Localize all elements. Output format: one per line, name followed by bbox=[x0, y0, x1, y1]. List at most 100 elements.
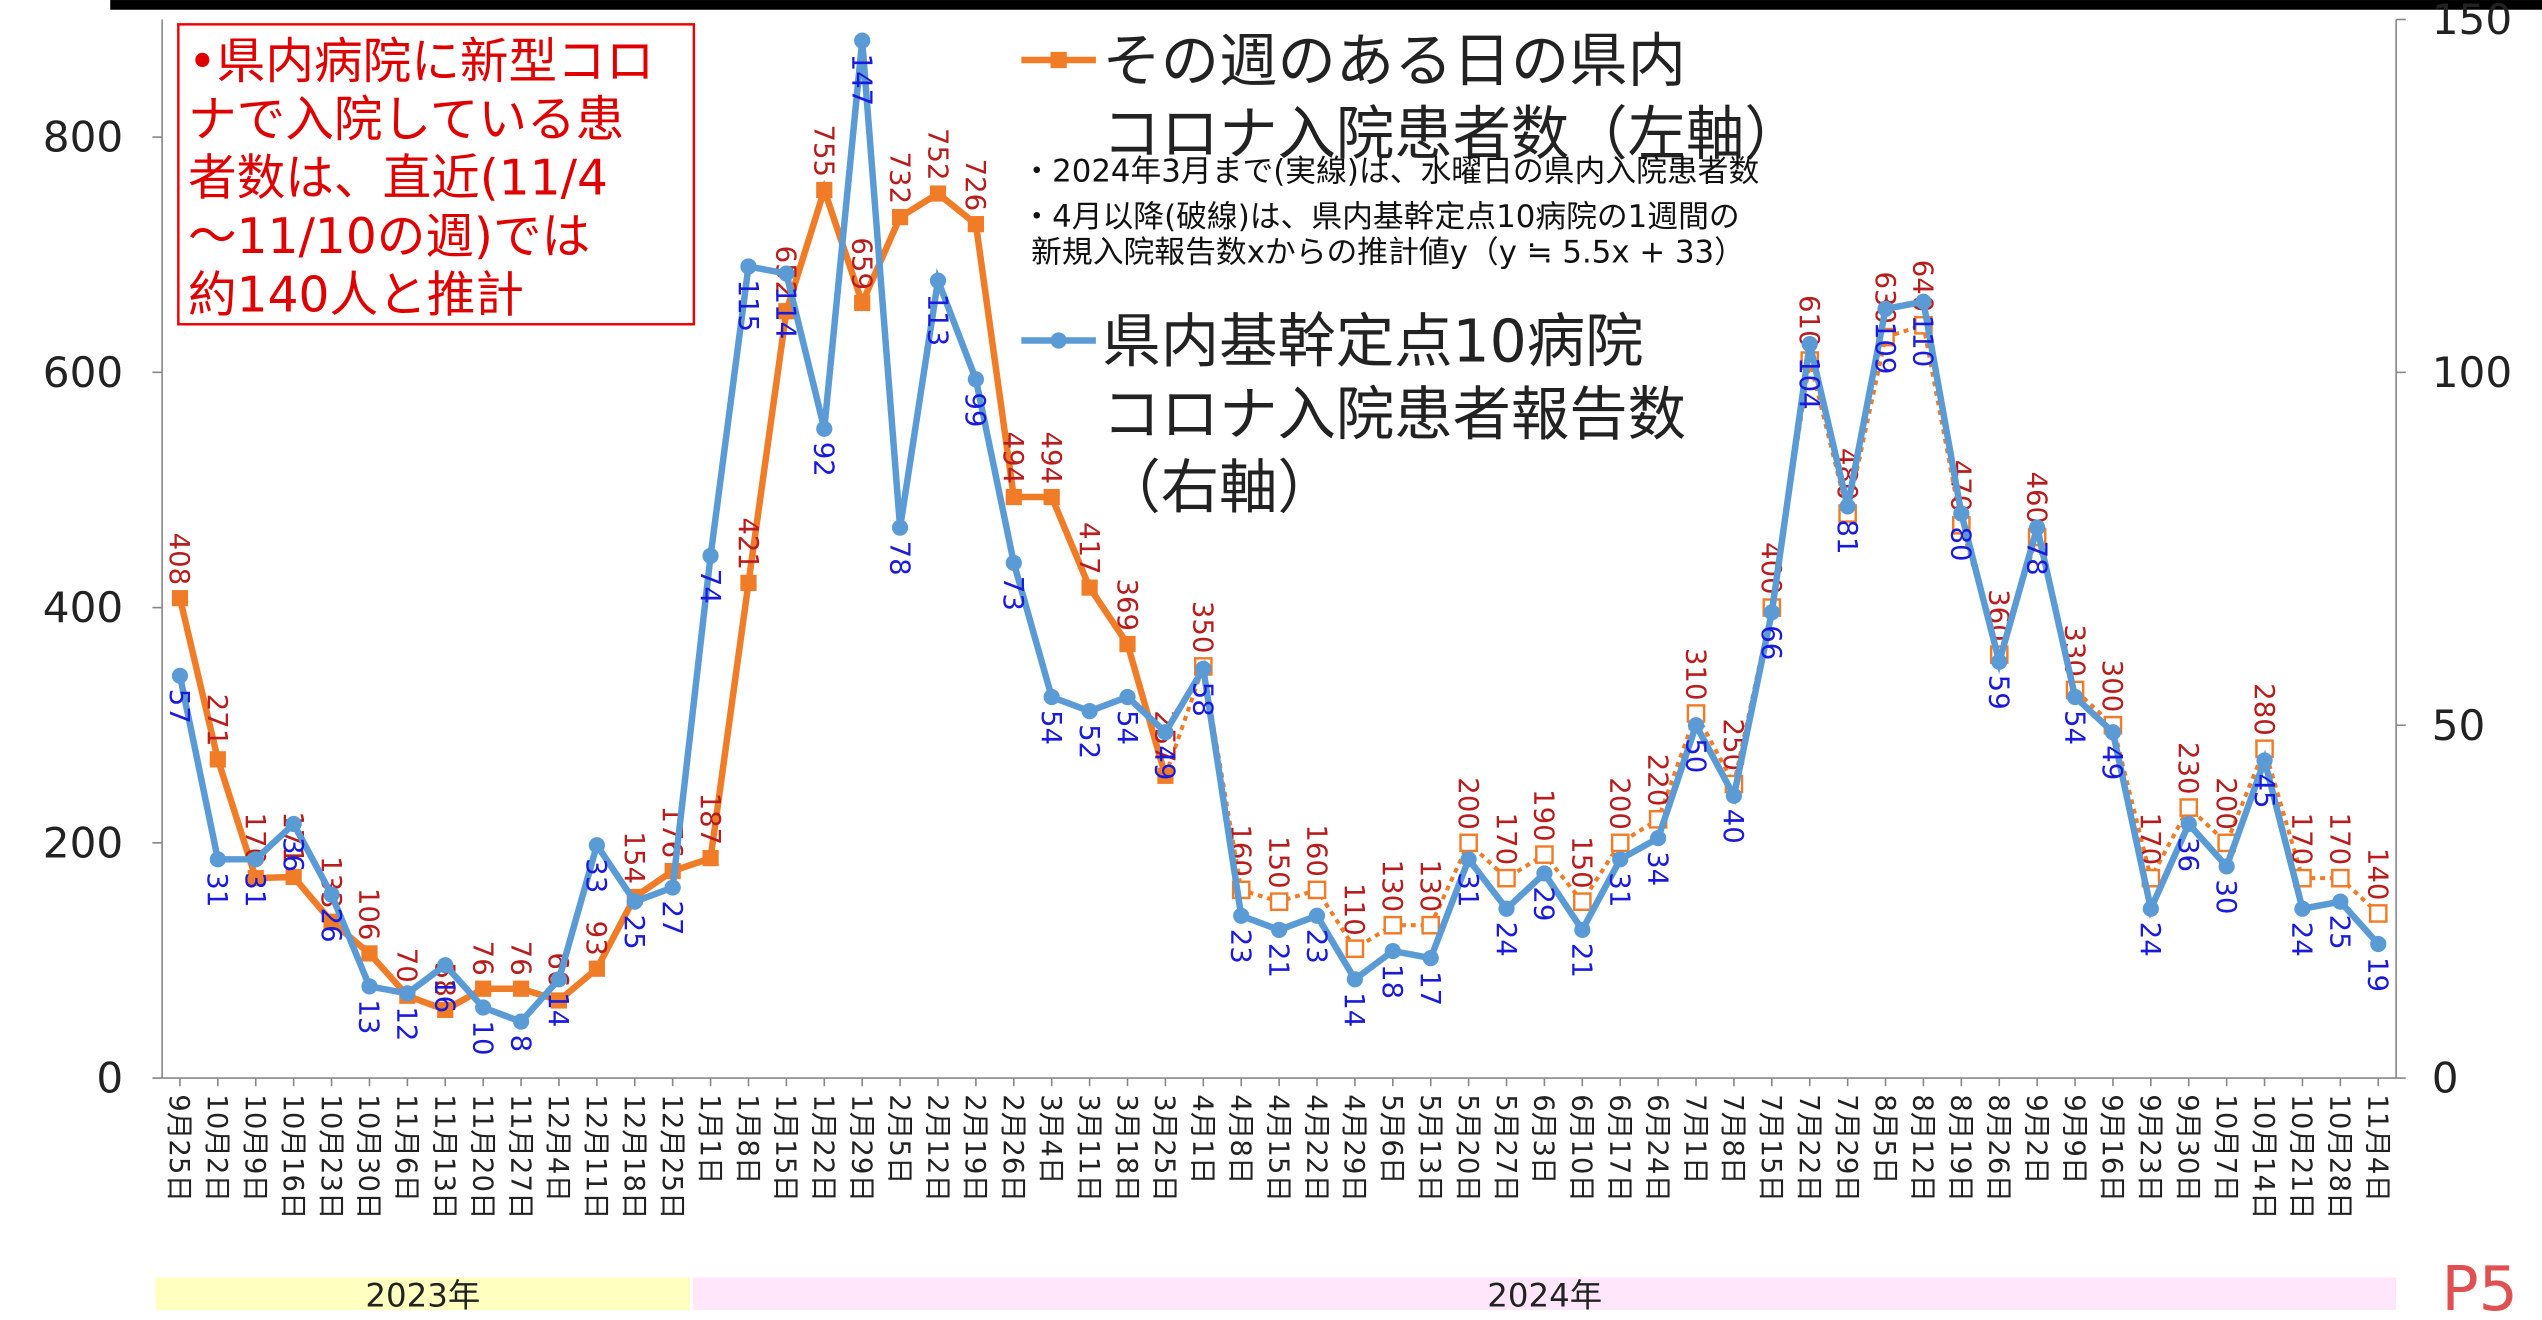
value-label: 78 bbox=[2020, 541, 2052, 576]
x-tick-label: 7月29日 bbox=[1831, 1094, 1863, 1202]
marker bbox=[247, 851, 264, 868]
marker bbox=[2370, 935, 2387, 953]
value-label: 752 bbox=[921, 128, 953, 181]
value-label: 494 bbox=[1035, 431, 1067, 484]
note-text: ・4月以降(破線)は、県内基幹定点10病院の1週間の 新規入院報告数xからの推計… bbox=[1021, 199, 1745, 271]
marker bbox=[2294, 900, 2311, 917]
value-label: 140 bbox=[2362, 848, 2394, 901]
marker bbox=[626, 893, 643, 910]
x-tick-label: 9月2日 bbox=[2020, 1094, 2052, 1184]
x-tick-label: 8月5日 bbox=[1869, 1094, 1901, 1184]
value-label: 74 bbox=[694, 569, 726, 604]
x-tick-label: 6月17日 bbox=[1603, 1094, 1635, 1202]
value-label: 421 bbox=[732, 517, 764, 570]
x-tick-label: 5月13日 bbox=[1414, 1094, 1446, 1202]
value-label: 59 bbox=[1983, 675, 2015, 710]
y-tick-label: 800 bbox=[43, 113, 123, 162]
marker bbox=[891, 519, 909, 536]
x-tick-label: 6月10日 bbox=[1566, 1094, 1598, 1202]
value-label: 54 bbox=[1111, 710, 1143, 745]
x-tick-label: 2月12日 bbox=[921, 1094, 953, 1202]
value-label: 114 bbox=[770, 287, 802, 340]
marker bbox=[1157, 724, 1174, 741]
x-tick-label: 9月9日 bbox=[2058, 1094, 2090, 1184]
marker bbox=[1991, 653, 2008, 670]
value-label: 92 bbox=[808, 442, 840, 477]
marker bbox=[437, 1001, 454, 1018]
value-label: 200 bbox=[1452, 777, 1484, 830]
marker bbox=[2179, 798, 2199, 817]
value-label: 417 bbox=[1073, 522, 1105, 575]
marker bbox=[550, 971, 568, 988]
marker bbox=[399, 985, 416, 1002]
x-tick-label: 10月16日 bbox=[277, 1094, 309, 1219]
marker bbox=[2256, 752, 2273, 769]
value-label: 300 bbox=[2096, 660, 2128, 713]
marker bbox=[702, 547, 719, 564]
marker bbox=[1269, 892, 1289, 911]
value-label: 16 bbox=[429, 978, 461, 1013]
marker bbox=[929, 272, 947, 289]
marker bbox=[1953, 505, 1970, 522]
marker bbox=[1119, 635, 1136, 653]
marker bbox=[1498, 900, 1515, 917]
marker bbox=[778, 265, 795, 282]
value-label: 13 bbox=[353, 999, 385, 1034]
value-label: 34 bbox=[1641, 851, 1673, 886]
x-tick-label: 10月23日 bbox=[315, 1094, 347, 1219]
x-tick-label: 4月8日 bbox=[1224, 1094, 1256, 1184]
marker bbox=[247, 870, 264, 887]
value-label: 70 bbox=[391, 948, 423, 983]
value-label: 27 bbox=[656, 901, 688, 936]
marker bbox=[475, 999, 492, 1016]
x-tick-label: 3月25日 bbox=[1149, 1094, 1181, 1202]
marker bbox=[323, 886, 340, 903]
value-label: 220 bbox=[1641, 754, 1673, 807]
marker bbox=[1877, 300, 1894, 317]
marker bbox=[1346, 971, 1364, 988]
marker bbox=[475, 980, 492, 997]
marker bbox=[1233, 907, 1250, 924]
value-label: 170 bbox=[2324, 813, 2356, 866]
marker bbox=[816, 420, 833, 437]
value-label: 14 bbox=[1338, 992, 1370, 1027]
legend-marker bbox=[1050, 332, 1067, 349]
value-label: 57 bbox=[163, 689, 195, 724]
marker bbox=[1043, 488, 1060, 506]
value-label: 31 bbox=[1603, 872, 1635, 907]
x-tick-label: 12月4日 bbox=[542, 1094, 574, 1202]
x-tick-label: 8月12日 bbox=[1907, 1094, 1939, 1202]
x-tick-label: 1月29日 bbox=[845, 1094, 877, 1202]
year-label: 2023年 bbox=[365, 1277, 480, 1315]
y2-tick-label: 50 bbox=[2432, 701, 2486, 750]
marker bbox=[1345, 939, 1365, 959]
x-tick-label: 5月20日 bbox=[1452, 1094, 1484, 1202]
value-label: 10 bbox=[466, 1020, 498, 1055]
marker bbox=[1536, 865, 1553, 882]
x-tick-label: 5月6日 bbox=[1376, 1094, 1408, 1184]
x-tick-label: 8月26日 bbox=[1983, 1094, 2015, 1202]
value-label: 200 bbox=[2210, 777, 2242, 830]
value-label: 58 bbox=[1187, 682, 1219, 717]
marker bbox=[512, 1013, 530, 1030]
marker bbox=[1195, 660, 1212, 677]
value-label: 350 bbox=[1187, 601, 1219, 654]
year-band bbox=[155, 1277, 691, 1310]
value-label: 24 bbox=[1490, 922, 1522, 957]
value-label: 36 bbox=[2172, 837, 2204, 872]
marker bbox=[1005, 488, 1022, 506]
marker bbox=[1612, 851, 1629, 868]
value-label: 755 bbox=[808, 124, 840, 177]
marker bbox=[1308, 907, 1326, 924]
marker bbox=[1043, 688, 1060, 706]
y2-tick-label: 0 bbox=[2432, 1054, 2459, 1103]
value-label: 369 bbox=[1111, 579, 1143, 632]
value-label: 99 bbox=[959, 392, 991, 427]
x-tick-label: 9月30日 bbox=[2172, 1094, 2204, 1202]
value-label: 14 bbox=[542, 992, 574, 1027]
x-tick-label: 1月8日 bbox=[732, 1094, 764, 1184]
value-label: 310 bbox=[1679, 648, 1711, 701]
marker bbox=[1725, 787, 1743, 804]
